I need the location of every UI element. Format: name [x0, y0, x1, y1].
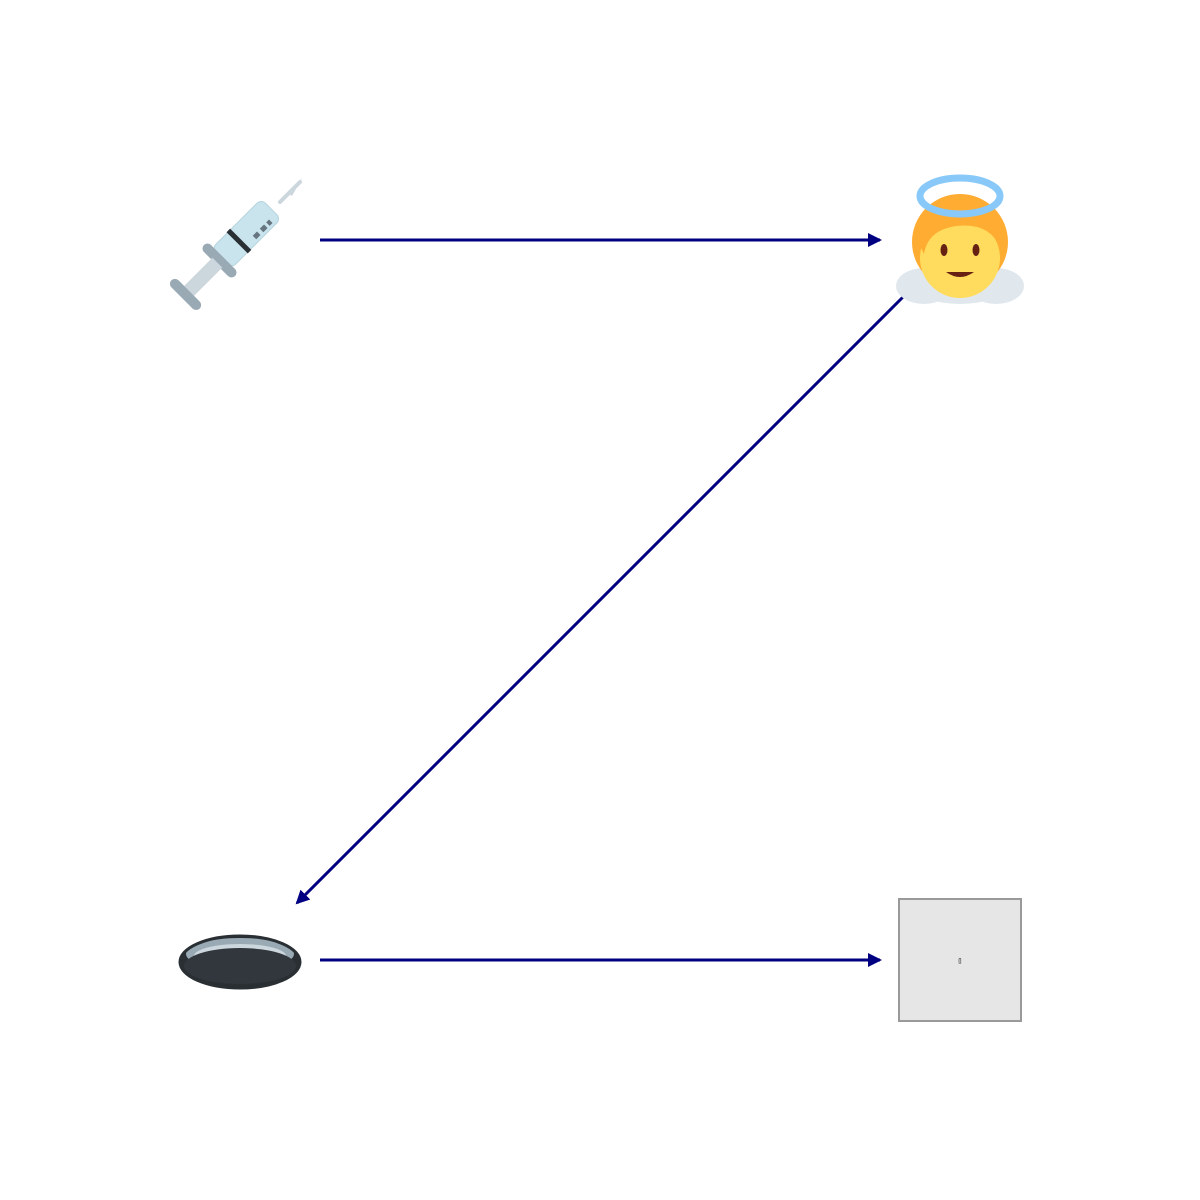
- edge-angel-to-hole: [295, 295, 905, 905]
- baby-angel-icon: [896, 174, 1024, 304]
- edges: [295, 233, 905, 967]
- placeholder-glyph-text: ▯: [958, 956, 963, 965]
- syringe-icon: [169, 178, 302, 311]
- hole-icon: [178, 934, 302, 990]
- missing-glyph-box: ▯: [898, 898, 1022, 1022]
